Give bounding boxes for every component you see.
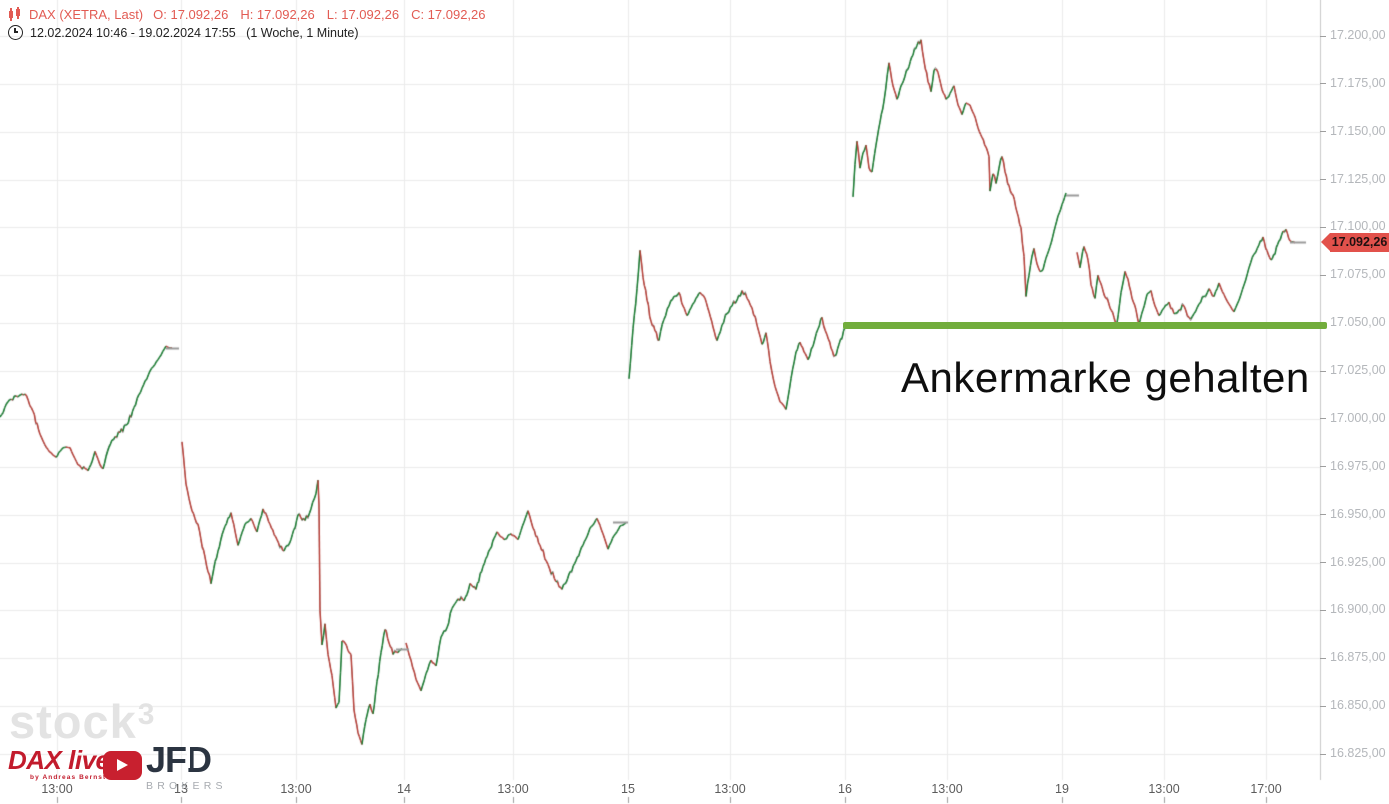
price-axis-tick [1320, 753, 1326, 755]
price-axis-tick [1320, 131, 1326, 133]
price-axis-label: 17.075,00 [1330, 267, 1386, 282]
jfd-logo-slit [187, 746, 190, 768]
price-axis-tick [1320, 226, 1326, 228]
chart-header: DAX (XETRA, Last) O: 17.092,26 H: 17.092… [8, 6, 498, 40]
time-axis-label: 13:00 [1148, 782, 1180, 796]
time-axis-label: 19 [1055, 782, 1069, 796]
price-axis-label: 17.000,00 [1330, 410, 1386, 425]
price-axis-tick [1320, 179, 1326, 181]
price-axis-tick [1320, 83, 1326, 85]
open-value: O: 17.092,26 [153, 6, 229, 22]
time-axis-label: 13:00 [41, 782, 73, 796]
price-axis-tick [1320, 370, 1326, 372]
time-axis-label: 14 [397, 782, 411, 796]
price-axis-label: 17.050,00 [1330, 315, 1386, 330]
daxlive-logo: DAX live by Andreas Bernstein [8, 747, 119, 781]
price-axis-tick [1320, 35, 1326, 37]
jfd-title: JFD [146, 739, 212, 780]
price-axis-label: 16.900,00 [1330, 602, 1386, 617]
price-axis-label: 16.975,00 [1330, 458, 1386, 473]
chart-annotation-text: Ankermarke gehalten [901, 354, 1310, 401]
candlestick-icon [8, 7, 23, 21]
anchor-horizontal-line[interactable] [843, 321, 1327, 329]
daxlive-subtitle: by Andreas Bernstein [30, 774, 119, 781]
stock3-watermark: stock3 [9, 695, 156, 748]
price-axis-label: 16.850,00 [1330, 698, 1386, 713]
time-axis-label: 15 [621, 782, 635, 796]
youtube-icon [103, 751, 142, 780]
daxlive-title: DAX live [8, 745, 110, 775]
time-axis-label: 13:00 [497, 782, 529, 796]
time-axis-label: 13:00 [931, 782, 963, 796]
price-axis-tick [1320, 705, 1326, 707]
price-axis-label: 16.825,00 [1330, 746, 1386, 760]
price-axis-tick [1320, 562, 1326, 564]
price-axis-tick [1320, 657, 1326, 659]
symbol-label: DAX (XETRA, Last) [29, 6, 144, 22]
time-axis-label: 13 [174, 782, 188, 796]
price-axis-label: 16.925,00 [1330, 554, 1386, 569]
price-axis-label: 17.200,00 [1330, 28, 1386, 42]
close-value: C: 17.092,26 [411, 6, 486, 22]
price-axis-label: 17.125,00 [1330, 171, 1386, 186]
time-axis-label: 16 [838, 782, 852, 796]
clock-icon [8, 25, 23, 40]
price-axis-tick [1320, 466, 1326, 468]
price-axis-label: 16.875,00 [1330, 650, 1386, 665]
high-value: H: 17.092,26 [240, 6, 315, 22]
time-axis-label: 17:00 [1250, 782, 1282, 796]
price-axis-tick [1320, 274, 1326, 276]
last-price-badge: 17.092,26 [1330, 232, 1389, 252]
symbol-line: DAX (XETRA, Last) O: 17.092,26 H: 17.092… [8, 6, 498, 22]
range-line: 12.02.2024 10:46 - 19.02.2024 17:55 (1 W… [8, 25, 498, 40]
price-axis-tick [1320, 609, 1326, 611]
jfd-subtitle: BROKERS [146, 780, 227, 792]
price-axis-tick [1320, 514, 1326, 516]
price-axis-label: 17.150,00 [1330, 123, 1386, 138]
price-axis-label: 17.100,00 [1330, 219, 1386, 234]
time-axis-label: 13:00 [714, 782, 746, 796]
price-axis-tick [1320, 418, 1326, 420]
low-value: L: 17.092,26 [326, 6, 400, 22]
jfd-logo: JFD BROKERS [146, 739, 227, 793]
price-axis-label: 17.175,00 [1330, 75, 1386, 90]
time-axis-label: 13:00 [280, 782, 312, 796]
timeframe-label: (1 Woche, 1 Minute) [246, 25, 359, 40]
last-price-arrow [1321, 232, 1330, 251]
price-axis-label: 17.025,00 [1330, 363, 1386, 378]
price-axis-label: 16.950,00 [1330, 506, 1386, 521]
date-range: 12.02.2024 10:46 - 19.02.2024 17:55 [30, 25, 236, 40]
